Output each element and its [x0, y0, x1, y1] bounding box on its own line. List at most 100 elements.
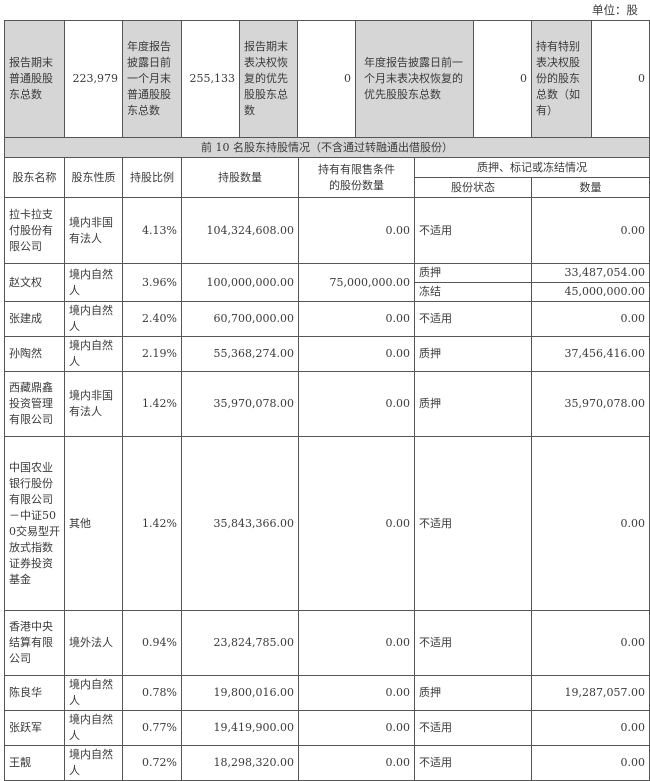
pledge-qty: 0.00	[530, 436, 650, 611]
header-name: 股东名称	[4, 157, 65, 198]
holder-ratio: 0.94%	[122, 610, 182, 676]
pledge-qty: 19,287,057.00	[530, 675, 650, 711]
holder-row: 赵文权 境内自然人 3.96% 100,000,000.00 75,000,000.00…	[4, 263, 650, 302]
holder-name: 香港中央结算有限公司	[4, 610, 65, 676]
holder-type: 境内非国有法人	[64, 197, 123, 264]
holder-restricted: 0.00	[298, 745, 415, 781]
pref-value: 0	[297, 20, 356, 138]
pledge-status: 质押	[414, 263, 532, 283]
pref-label: 报告期末表决权恢复的优先股股东总数	[239, 20, 298, 138]
holder-type: 境内自然人	[64, 263, 123, 302]
holder-restricted: 0.00	[298, 371, 415, 437]
holder-row: 张建成 境内自然人 2.40% 60,700,000.00 0.00 不适用 0.00	[4, 301, 650, 337]
holder-shares: 18,298,320.00	[181, 745, 299, 781]
header-shares: 持股数量	[181, 157, 299, 198]
special-label: 持有特别表决权股份的股东总数（如有）	[531, 20, 592, 138]
holder-name: 中国农业银行股份有限公司－中证500交易型开放式指数证券投资基金	[4, 436, 65, 611]
holder-name: 张跃军	[4, 710, 65, 746]
holder-ratio: 2.19%	[122, 336, 182, 372]
holder-shares: 35,970,078.00	[181, 371, 299, 437]
holder-name: 拉卡拉支付股份有限公司	[4, 197, 65, 264]
header-ratio: 持股比例	[122, 157, 182, 198]
pledge-status: 不适用	[414, 301, 532, 337]
holder-type: 其他	[64, 436, 123, 611]
pledge-status: 质押	[414, 336, 532, 372]
header-pledge: 质押、标记或冻结情况	[413, 157, 650, 178]
holder-type: 境内自然人	[64, 675, 123, 711]
holder-restricted: 0.00	[298, 197, 415, 264]
holder-shares: 35,843,366.00	[181, 436, 299, 611]
holder-ratio: 0.72%	[122, 745, 182, 781]
pledge-qty: 37,456,416.00	[530, 336, 650, 372]
holder-row: 西藏鼎鑫投资管理有限公司 境内非国有法人 1.42% 35,970,078.00 0.0…	[4, 371, 650, 437]
common-holders-label: 报告期末普通股股东总数	[4, 20, 65, 138]
summary-table: 报告期末普通股股东总数 223,979 年度报告披露日前一个月末普通股股东总数 …	[4, 20, 650, 138]
holder-shares: 55,368,274.00	[181, 336, 299, 372]
holder-row: 香港中央结算有限公司 境外法人 0.94% 23,824,785.00 0.00 不适用 0…	[4, 610, 650, 676]
pref-prev-label: 年度报告披露日前一个月末表决权恢复的优先股股东总数	[355, 20, 474, 138]
header-restricted: 持有有限售条件的股份数量	[298, 157, 415, 198]
pledge-status: 不适用	[414, 436, 532, 611]
holder-row: 孙陶然 境内自然人 2.19% 55,368,274.00 0.00 质押 37,456,4…	[4, 336, 650, 372]
common-prev-value: 255,133	[181, 20, 240, 138]
header-status: 股份状态	[414, 177, 532, 198]
holder-type: 境内自然人	[64, 336, 123, 372]
holder-shares: 104,324,608.00	[181, 197, 299, 264]
pledge-qty: 0.00	[530, 710, 650, 746]
holder-type: 境内自然人	[64, 301, 123, 337]
pledge-status: 质押	[414, 675, 532, 711]
holder-row: 张跃军 境内自然人 0.77% 19,419,900.00 0.00 不适用 0.00	[4, 710, 650, 746]
pledge-status: 质押	[414, 371, 532, 437]
pledge-qty: 45,000,000.00	[530, 282, 650, 302]
unit-label: 单位：股	[592, 3, 638, 17]
common-holders-value: 223,979	[64, 20, 123, 138]
pledge-qty: 0.00	[530, 197, 650, 264]
pledge-status: 不适用	[414, 745, 532, 781]
pref-prev-value: 0	[473, 20, 532, 138]
holder-ratio: 4.13%	[122, 197, 182, 264]
holder-ratio: 2.40%	[122, 301, 182, 337]
holder-type: 境内自然人	[64, 710, 123, 746]
holder-row: 拉卡拉支付股份有限公司 境内非国有法人 4.13% 104,324,608.00 0.0…	[4, 197, 650, 264]
section-title: 前 10 名股东持股情况（不含通过转融通出借股份）	[3, 137, 650, 158]
holder-restricted: 0.00	[298, 336, 415, 372]
holder-type: 境外法人	[64, 610, 123, 676]
holder-name: 王靓	[4, 745, 65, 781]
holder-name: 孙陶然	[4, 336, 65, 372]
pledge-status: 不适用	[414, 197, 532, 264]
holder-shares: 60,700,000.00	[181, 301, 299, 337]
holder-ratio: 0.78%	[122, 675, 182, 711]
pledge-status: 不适用	[414, 610, 532, 676]
holder-ratio: 1.42%	[122, 436, 182, 611]
holder-name: 张建成	[4, 301, 65, 337]
holder-restricted: 0.00	[298, 675, 415, 711]
holder-restricted: 0.00	[298, 436, 415, 611]
holder-shares: 23,824,785.00	[181, 610, 299, 676]
pledge-qty: 0.00	[530, 301, 650, 337]
common-prev-label: 年度报告披露日前一个月末普通股股东总数	[122, 20, 182, 138]
holder-restricted: 0.00	[298, 301, 415, 337]
holder-ratio: 0.77%	[122, 710, 182, 746]
holder-shares: 100,000,000.00	[181, 263, 299, 302]
holder-name: 赵文权	[4, 263, 65, 302]
pledge-status: 不适用	[414, 710, 532, 746]
holder-ratio: 1.42%	[122, 371, 182, 437]
holder-restricted: 0.00	[298, 710, 415, 746]
header-qty: 数量	[530, 177, 650, 198]
header-type: 股东性质	[64, 157, 123, 198]
pledge-qty: 0.00	[530, 745, 650, 781]
pledge-qty: 35,970,078.00	[530, 371, 650, 437]
holder-type: 境内自然人	[64, 745, 123, 781]
holder-shares: 19,800,016.00	[181, 675, 299, 711]
holder-restricted: 0.00	[298, 610, 415, 676]
holder-row: 王靓 境内自然人 0.72% 18,298,320.00 0.00 不适用 0.00	[4, 745, 650, 781]
holder-name: 西藏鼎鑫投资管理有限公司	[4, 371, 65, 437]
holder-restricted: 75,000,000.00	[298, 263, 415, 302]
special-value: 0	[591, 20, 650, 138]
holder-ratio: 3.96%	[122, 263, 182, 302]
holder-row: 陈良华 境内自然人 0.78% 19,800,016.00 0.00 质押 19,287,0…	[4, 675, 650, 711]
pledge-qty: 33,487,054.00	[530, 263, 650, 283]
holder-name: 陈良华	[4, 675, 65, 711]
holder-shares: 19,419,900.00	[181, 710, 299, 746]
pledge-status: 冻结	[414, 282, 532, 302]
